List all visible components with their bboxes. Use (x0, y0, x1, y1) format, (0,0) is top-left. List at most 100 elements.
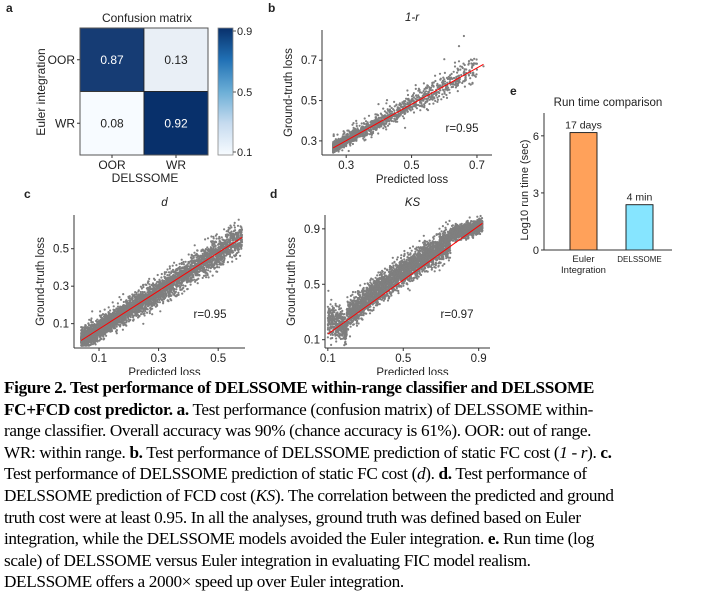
data-point (370, 120, 373, 123)
data-point (431, 95, 434, 99)
data-point (233, 254, 236, 257)
data-point (420, 104, 423, 107)
data-point (115, 325, 118, 328)
data-point (229, 231, 232, 234)
data-point (408, 107, 411, 111)
data-point (216, 270, 219, 273)
data-point (401, 111, 404, 114)
data-point (346, 129, 349, 132)
data-point (377, 103, 380, 106)
data-point (443, 80, 447, 83)
data-point (414, 94, 418, 97)
data-point (342, 133, 345, 136)
data-point (233, 224, 236, 227)
data-point (385, 102, 388, 105)
data-point (360, 122, 363, 125)
data-point (342, 146, 346, 149)
data-point (210, 264, 213, 267)
data-point (115, 332, 118, 335)
data-point (402, 117, 406, 120)
data-point (172, 289, 175, 292)
data-point (148, 312, 151, 315)
data-point (355, 138, 358, 141)
data-point (348, 135, 351, 138)
data-point (386, 108, 389, 111)
data-point (422, 99, 425, 102)
y-tick-label: OOR (48, 53, 76, 67)
cell-value: 0.87 (100, 53, 124, 67)
data-point (342, 130, 345, 133)
data-point (176, 282, 179, 285)
data-point (423, 106, 426, 109)
data-point (385, 128, 388, 131)
data-point (362, 137, 365, 140)
data-point (112, 326, 115, 329)
data-point (363, 117, 366, 120)
data-point (462, 34, 465, 38)
data-point (401, 115, 404, 118)
data-point (416, 96, 419, 99)
data-point (231, 256, 234, 259)
data-point (175, 284, 178, 288)
data-point (414, 104, 417, 107)
data-point (389, 117, 392, 120)
data-point (206, 237, 210, 240)
y-tick-label: 0.5 (301, 96, 317, 108)
data-point (334, 138, 337, 141)
data-point (402, 100, 405, 103)
data-point (199, 256, 202, 259)
data-point (100, 332, 103, 335)
data-point (91, 310, 94, 313)
data-point (90, 317, 93, 320)
data-point (434, 74, 437, 77)
data-point (168, 267, 171, 270)
data-point (470, 66, 474, 69)
data-point (468, 69, 471, 72)
data-point (355, 130, 358, 133)
data-point (392, 108, 395, 111)
data-point (404, 109, 407, 112)
data-point (441, 93, 444, 96)
data-point (446, 88, 449, 91)
data-point (395, 116, 398, 119)
data-point (386, 112, 389, 115)
data-point (471, 59, 474, 62)
data-point (469, 77, 472, 80)
data-point (395, 103, 398, 106)
data-point (332, 141, 335, 144)
data-point (376, 125, 379, 128)
data-point (119, 323, 122, 327)
data-point (422, 90, 425, 93)
data-point (99, 310, 102, 313)
data-point (386, 124, 390, 127)
chart-title: 1-r (405, 12, 420, 24)
y-tick-label: 0.7 (301, 55, 317, 67)
data-point (183, 290, 186, 293)
data-point (148, 277, 151, 280)
data-point (392, 120, 395, 123)
scatter-points (332, 34, 485, 154)
data-point (187, 253, 190, 256)
x-tick-label: OOR (98, 158, 126, 172)
scatter-points (80, 218, 244, 347)
data-point (116, 302, 119, 305)
data-point (142, 322, 145, 325)
colorbar-tick-label: 0.1 (237, 147, 252, 159)
x-tick-label: WR (166, 158, 186, 172)
data-point (432, 92, 435, 96)
data-point (211, 274, 214, 277)
data-point (210, 240, 213, 243)
data-point (457, 69, 460, 72)
data-point (438, 72, 442, 75)
data-point (221, 256, 225, 259)
data-point (229, 255, 232, 258)
cell-value: 0.92 (164, 116, 188, 130)
data-point (222, 263, 225, 266)
data-point (231, 260, 234, 263)
data-point (438, 84, 441, 87)
data-point (158, 301, 161, 304)
data-point (217, 242, 220, 245)
correlation-annotation: r=0.95 (446, 123, 479, 135)
data-point (445, 93, 448, 97)
data-point (215, 237, 218, 240)
